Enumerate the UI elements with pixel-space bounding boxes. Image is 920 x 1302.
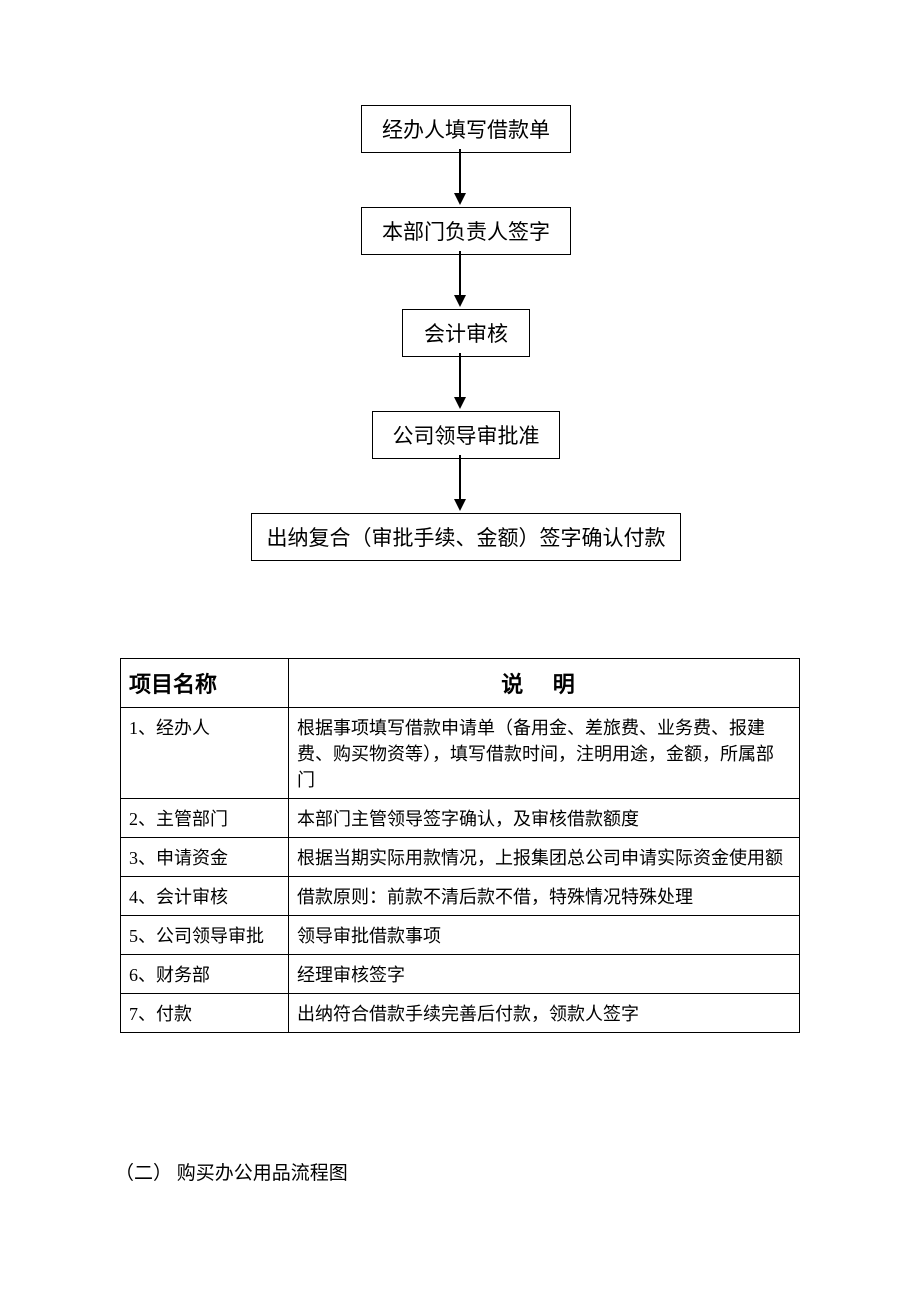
table-cell-name: 6、财务部 xyxy=(121,955,289,994)
flow-node-3: 公司领导审批准 xyxy=(372,411,560,459)
table-cell-desc: 借款原则：前款不清后款不借，特殊情况特殊处理 xyxy=(289,877,800,916)
table-cell-name: 5、公司领导审批 xyxy=(121,916,289,955)
table-cell-desc: 领导审批借款事项 xyxy=(289,916,800,955)
table-row: 1、经办人根据事项填写借款申请单（备用金、差旅费、业务费、报建费、购买物资等），… xyxy=(121,708,800,799)
table-row: 2、主管部门本部门主管领导签字确认，及审核借款额度 xyxy=(121,799,800,838)
table-cell-name: 2、主管部门 xyxy=(121,799,289,838)
flow-arrow-0 xyxy=(454,149,466,205)
flow-node-1: 本部门负责人签字 xyxy=(361,207,571,255)
table-cell-desc: 本部门主管领导签字确认，及审核借款额度 xyxy=(289,799,800,838)
table-cell-name: 1、经办人 xyxy=(121,708,289,799)
flow-arrow-1 xyxy=(454,251,466,307)
flow-node-2: 会计审核 xyxy=(402,309,530,357)
flow-arrow-3 xyxy=(454,455,466,511)
table-cell-desc: 根据当期实际用款情况，上报集团总公司申请实际资金使用额 xyxy=(289,838,800,877)
flow-arrow-2 xyxy=(454,353,466,409)
section-heading-text: （二） 购买办公用品流程图 xyxy=(115,1163,348,1184)
table-header-row: 项目名称 说 明 xyxy=(121,659,800,708)
table-row: 5、公司领导审批领导审批借款事项 xyxy=(121,916,800,955)
table-cell-name: 7、付款 xyxy=(121,994,289,1033)
table-header-name: 项目名称 xyxy=(121,659,289,708)
table-cell-desc: 经理审核签字 xyxy=(289,955,800,994)
table-cell-name: 3、申请资金 xyxy=(121,838,289,877)
table-row: 4、会计审核借款原则：前款不清后款不借，特殊情况特殊处理 xyxy=(121,877,800,916)
table-cell-name: 4、会计审核 xyxy=(121,877,289,916)
table-cell-desc: 出纳符合借款手续完善后付款，领款人签字 xyxy=(289,994,800,1033)
flow-node-0: 经办人填写借款单 xyxy=(361,105,571,153)
description-table: 项目名称 说 明 1、经办人根据事项填写借款申请单（备用金、差旅费、业务费、报建… xyxy=(120,658,800,1033)
table-header-desc: 说 明 xyxy=(289,659,800,708)
table-cell-desc: 根据事项填写借款申请单（备用金、差旅费、业务费、报建费、购买物资等），填写借款时… xyxy=(289,708,800,799)
table-row: 6、财务部经理审核签字 xyxy=(121,955,800,994)
table-row: 7、付款出纳符合借款手续完善后付款，领款人签字 xyxy=(121,994,800,1033)
table-row: 3、申请资金根据当期实际用款情况，上报集团总公司申请实际资金使用额 xyxy=(121,838,800,877)
flow-node-4: 出纳复合（审批手续、金额）签字确认付款 xyxy=(251,513,681,561)
section-heading: （二） 购买办公用品流程图 xyxy=(115,1158,348,1185)
